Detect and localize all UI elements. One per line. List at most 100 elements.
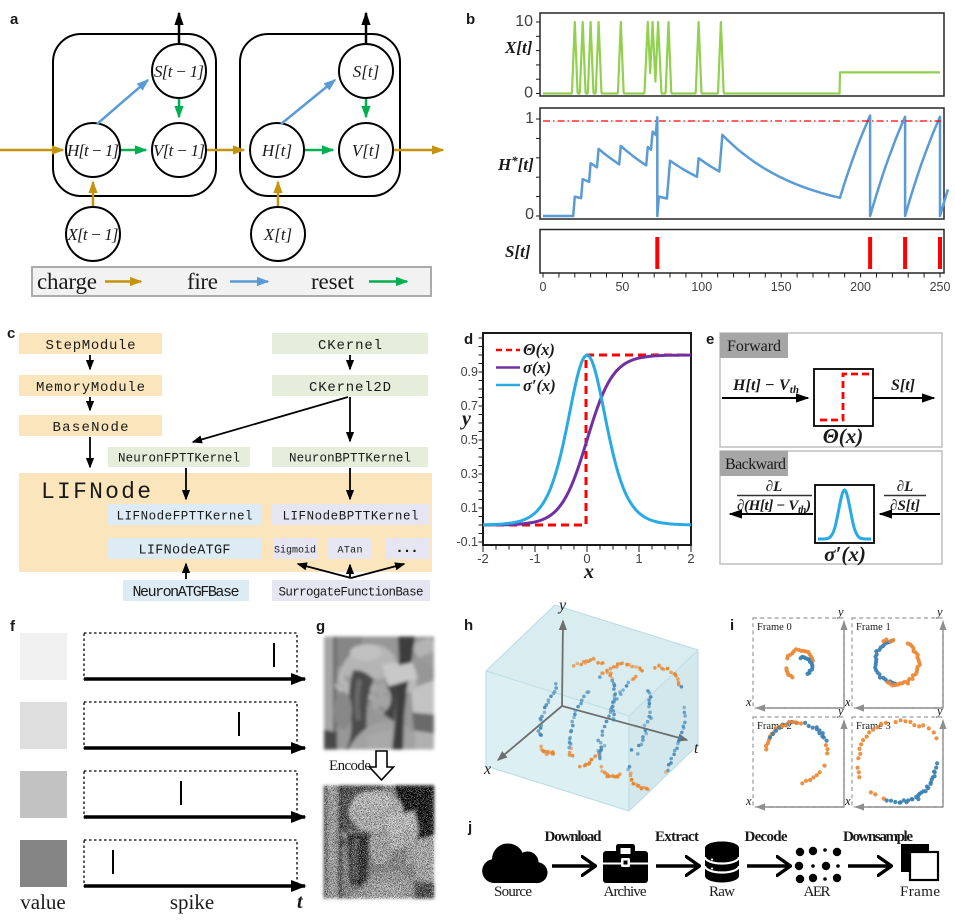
- svg-text:100: 100: [691, 280, 712, 294]
- svg-text:Frame 3: Frame 3: [856, 721, 891, 732]
- svg-text:reset: reset: [311, 269, 355, 294]
- svg-text:Encode: Encode: [329, 758, 371, 774]
- svg-text:σ′(x): σ′(x): [824, 542, 866, 566]
- svg-text:2: 2: [687, 551, 694, 566]
- svg-text:y: y: [935, 605, 943, 619]
- svg-text:c: c: [7, 325, 15, 342]
- svg-text:a: a: [10, 11, 19, 28]
- svg-text:value: value: [20, 890, 65, 914]
- svg-text:Decode: Decode: [745, 829, 788, 845]
- svg-text:0.7: 0.7: [461, 399, 478, 413]
- svg-text:g: g: [316, 618, 325, 635]
- svg-text:10: 10: [515, 13, 533, 30]
- svg-text:Forward: Forward: [727, 338, 781, 355]
- svg-text:t: t: [297, 891, 304, 913]
- svg-text:h: h: [464, 617, 473, 634]
- svg-text:-2: -2: [477, 551, 489, 566]
- svg-text:fire: fire: [187, 269, 218, 294]
- svg-text:charge: charge: [37, 269, 97, 294]
- svg-text:Θ(x): Θ(x): [523, 340, 555, 359]
- svg-text:200: 200: [850, 280, 871, 294]
- svg-text:σ(x): σ(x): [523, 358, 551, 377]
- svg-text:b: b: [466, 11, 475, 28]
- svg-text:y: y: [935, 704, 943, 718]
- svg-text:Raw: Raw: [709, 884, 735, 900]
- svg-text:j: j: [467, 819, 472, 836]
- svg-text:d: d: [464, 331, 473, 348]
- svg-text:i: i: [730, 617, 734, 634]
- svg-text:NeuronBPTTKernel: NeuronBPTTKernel: [289, 452, 411, 466]
- svg-text:Archive: Archive: [604, 884, 647, 900]
- svg-text:∂L: ∂L: [766, 479, 783, 495]
- svg-text:0.1: 0.1: [461, 501, 478, 515]
- svg-text:LIFNodeFPTTKernel: LIFNodeFPTTKernel: [117, 510, 253, 524]
- svg-text:σ′(x): σ′(x): [523, 376, 556, 395]
- svg-text:y: y: [836, 704, 844, 718]
- svg-text:0: 0: [525, 206, 534, 223]
- svg-text:LIFNodeATGF: LIFNodeATGF: [139, 544, 231, 559]
- svg-text:Backward: Backward: [725, 456, 786, 473]
- svg-text:1: 1: [525, 110, 534, 127]
- svg-text:MemoryModule: MemoryModule: [36, 380, 145, 396]
- svg-text:NeuronFPTTKernel: NeuronFPTTKernel: [118, 452, 240, 466]
- svg-text:250: 250: [930, 280, 951, 294]
- svg-text:X[t]: X[t]: [263, 225, 292, 244]
- svg-text:Frame 0: Frame 0: [757, 622, 792, 633]
- svg-text:...: ...: [395, 540, 419, 557]
- svg-text:AER: AER: [804, 884, 831, 900]
- svg-text:∂(H[t] − Vth): ∂(H[t] − Vth): [737, 498, 811, 516]
- svg-text:e: e: [706, 331, 714, 348]
- svg-text:Sigmoid: Sigmoid: [274, 545, 316, 557]
- svg-text:0.3: 0.3: [461, 467, 478, 481]
- svg-text:t: t: [694, 740, 699, 757]
- svg-text:H[t − 1]: H[t − 1]: [66, 141, 119, 160]
- svg-text:NeuronATGFBase: NeuronATGFBase: [133, 584, 240, 601]
- svg-text:0.5: 0.5: [461, 433, 478, 447]
- svg-text:-0.1: -0.1: [456, 535, 478, 549]
- svg-text:StepModule: StepModule: [46, 338, 136, 354]
- svg-text:x: x: [745, 695, 752, 709]
- svg-text:BaseNode: BaseNode: [53, 420, 129, 436]
- svg-text:Frame 2: Frame 2: [757, 721, 792, 732]
- svg-text:x: x: [745, 794, 752, 808]
- svg-text:x: x: [844, 695, 851, 709]
- svg-text:∂S[t]: ∂S[t]: [890, 498, 920, 514]
- svg-text:150: 150: [771, 280, 792, 294]
- svg-text:CKernel2D: CKernel2D: [309, 380, 391, 396]
- svg-text:LIFNode: LIFNode: [41, 479, 151, 505]
- svg-text:Extract: Extract: [655, 829, 699, 845]
- svg-text:S[t]: S[t]: [505, 242, 531, 261]
- svg-text:H[t] − Vth: H[t] − Vth: [732, 377, 799, 396]
- svg-text:H*[t]: H*[t]: [497, 153, 534, 174]
- svg-text:0: 0: [583, 551, 590, 566]
- svg-text:spike: spike: [170, 890, 214, 914]
- svg-text:y: y: [557, 597, 567, 614]
- svg-text:x: x: [844, 794, 851, 808]
- svg-text:LIFNodeBPTTKernel: LIFNodeBPTTKernel: [283, 510, 419, 524]
- svg-text:Download: Download: [545, 829, 603, 845]
- svg-text:CKernel: CKernel: [318, 338, 382, 354]
- svg-text:Downsample: Downsample: [843, 829, 913, 845]
- svg-text:Θ(x): Θ(x): [823, 424, 864, 448]
- svg-text:Frame 1: Frame 1: [856, 622, 891, 633]
- svg-text:0: 0: [540, 280, 547, 294]
- svg-text:X[t]: X[t]: [504, 38, 533, 57]
- svg-text:V[t − 1]: V[t − 1]: [153, 141, 205, 160]
- svg-text:Frame: Frame: [900, 884, 940, 900]
- svg-text:S[t]: S[t]: [891, 377, 915, 394]
- svg-text:ATan: ATan: [338, 546, 363, 557]
- svg-text:0.9: 0.9: [461, 365, 478, 379]
- svg-text:SurrogateFunctionBase: SurrogateFunctionBase: [279, 586, 424, 600]
- svg-text:-1: -1: [529, 551, 541, 566]
- svg-text:x: x: [583, 561, 594, 583]
- svg-text:f: f: [10, 618, 16, 635]
- svg-text:y: y: [836, 605, 844, 619]
- svg-text:0: 0: [524, 85, 533, 102]
- svg-text:x: x: [483, 761, 491, 778]
- svg-text:X[t − 1]: X[t − 1]: [67, 225, 119, 244]
- svg-text:Source: Source: [494, 884, 532, 900]
- svg-text:S[t]: S[t]: [353, 62, 379, 81]
- svg-text:1: 1: [635, 551, 642, 566]
- svg-text:y: y: [460, 408, 471, 430]
- svg-text:S[t − 1]: S[t − 1]: [154, 62, 204, 81]
